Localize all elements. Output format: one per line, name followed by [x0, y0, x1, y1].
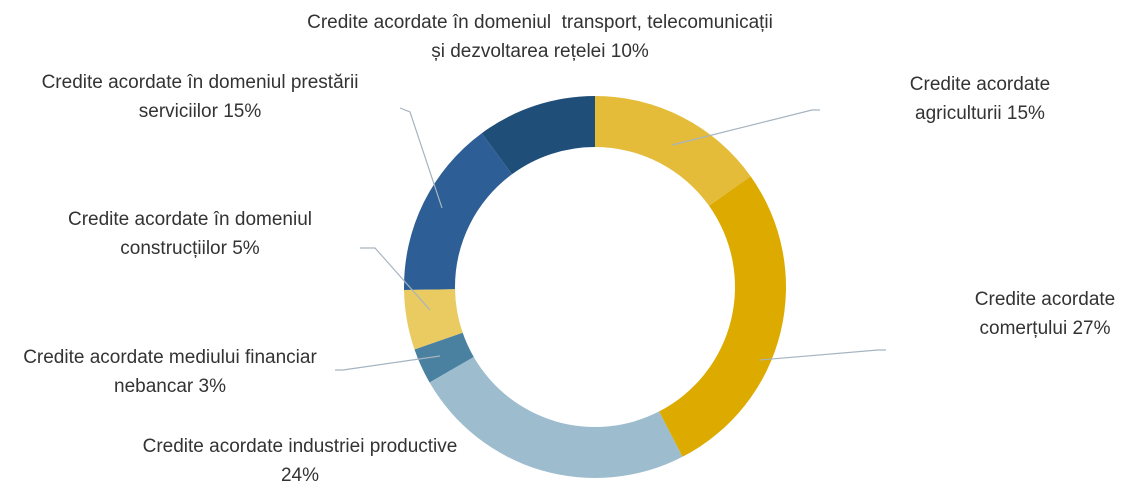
value-label: 5% — [232, 238, 260, 259]
category-label: Credite acordate mediului financiar neba… — [23, 347, 323, 397]
data-label: Credite acordate în domeniul transport, … — [300, 8, 780, 66]
category-label: Credite acordate comerțului — [974, 289, 1121, 339]
category-label: Credite acordate în domeniul construcții… — [68, 209, 318, 259]
donut-segment — [481, 96, 595, 175]
donut-segment — [404, 289, 463, 350]
category-label: Credite acordate în domeniul prestării s… — [41, 72, 364, 122]
donut-segment — [595, 96, 751, 206]
data-label: Credite acordate industriei productive 2… — [135, 432, 465, 484]
data-label: Credite acordate agriculturii 15% — [870, 70, 1090, 128]
data-label: Credite acordate în domeniul prestării s… — [15, 68, 385, 126]
category-label: Credite acordate în domeniul transport, … — [307, 12, 779, 62]
donut-segment — [414, 332, 474, 383]
leader-line — [335, 355, 441, 371]
data-label: Credite acordate în domeniul construcții… — [50, 205, 330, 263]
data-label: Credite acordate mediului financiar neba… — [5, 343, 335, 401]
leader-line — [759, 349, 886, 361]
donut-segment — [659, 176, 786, 457]
value-label: 10% — [610, 41, 649, 62]
leader-line — [671, 109, 820, 146]
donut-segment — [429, 357, 683, 478]
category-label: Credite acordate agriculturii — [909, 74, 1056, 124]
value-label: 24% — [280, 465, 320, 484]
value-label: 15% — [1006, 103, 1045, 124]
data-label: Credite acordate comerțului 27% — [945, 285, 1145, 343]
leader-line — [360, 247, 431, 311]
value-label: 3% — [198, 376, 226, 397]
value-label: 15% — [223, 101, 262, 122]
value-label: 27% — [1072, 318, 1111, 339]
leader-line — [399, 107, 443, 209]
donut-segment — [404, 133, 512, 291]
category-label: Credite acordate industriei productive — [142, 436, 458, 457]
